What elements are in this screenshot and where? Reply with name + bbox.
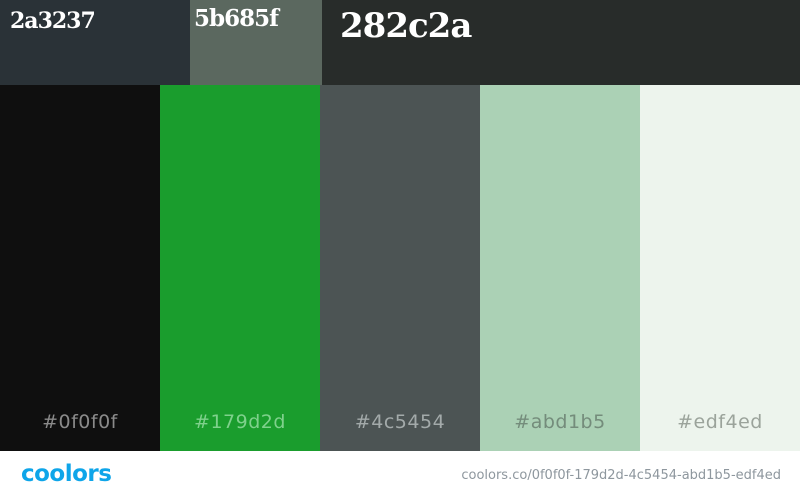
footer-bar: coolors coolors.co/0f0f0f-179d2d-4c5454-… xyxy=(0,451,800,500)
swatch-hex-label: #edf4ed xyxy=(677,411,763,433)
swatch-179d2d[interactable]: #179d2d xyxy=(160,85,320,451)
coolors-logo[interactable]: coolors xyxy=(21,461,112,487)
swatch-hex-label: #4c5454 xyxy=(354,411,446,433)
swatch-hex-label: #179d2d xyxy=(194,411,286,433)
top-chip-2a3237: 2a3237 xyxy=(0,0,190,85)
top-chip-282c2a: 282c2a xyxy=(322,0,800,85)
swatch-0f0f0f[interactable]: #0f0f0f xyxy=(0,85,160,451)
top-color-strip: 2a3237 5b685f 282c2a xyxy=(0,0,800,85)
top-chip-5b685f: 5b685f xyxy=(190,0,322,85)
color-palette: #0f0f0f #179d2d #4c5454 #abd1b5 #edf4ed xyxy=(0,85,800,451)
palette-url-link[interactable]: coolors.co/0f0f0f-179d2d-4c5454-abd1b5-e… xyxy=(461,468,781,483)
swatch-hex-label: #0f0f0f xyxy=(42,411,118,433)
swatch-hex-label: #abd1b5 xyxy=(514,411,606,433)
swatch-4c5454[interactable]: #4c5454 xyxy=(320,85,480,451)
swatch-edf4ed[interactable]: #edf4ed xyxy=(640,85,800,451)
swatch-abd1b5[interactable]: #abd1b5 xyxy=(480,85,640,451)
